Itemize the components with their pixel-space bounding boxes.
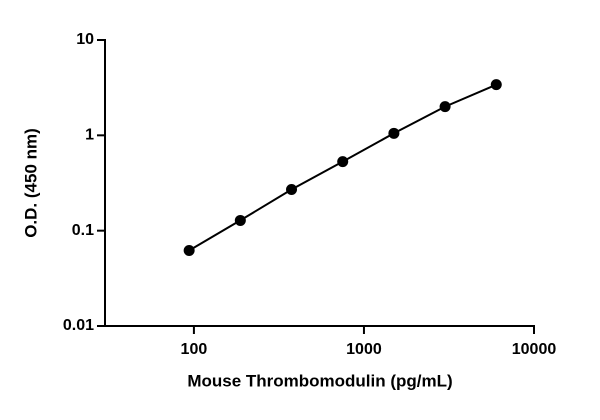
point [337, 156, 349, 168]
x-tick-label: 10000 [512, 341, 557, 358]
point [183, 244, 195, 256]
y-tick-label: 1 [85, 127, 94, 144]
curve [188, 83, 497, 252]
point [439, 101, 451, 113]
x-axis-label: Mouse Thrombomodulin (pg/mL) [187, 371, 452, 390]
point [388, 127, 400, 139]
point [490, 79, 502, 91]
x-tick-label: 100 [181, 341, 208, 358]
point [234, 214, 246, 226]
x-tick-label: 1000 [346, 341, 382, 358]
y-tick-label: 0.1 [72, 222, 94, 239]
y-tick-label: 10 [76, 31, 94, 48]
y-axis-label: O.D. (450 nm) [21, 128, 40, 238]
point [286, 184, 298, 196]
y-tick-label: 0.01 [63, 317, 94, 334]
